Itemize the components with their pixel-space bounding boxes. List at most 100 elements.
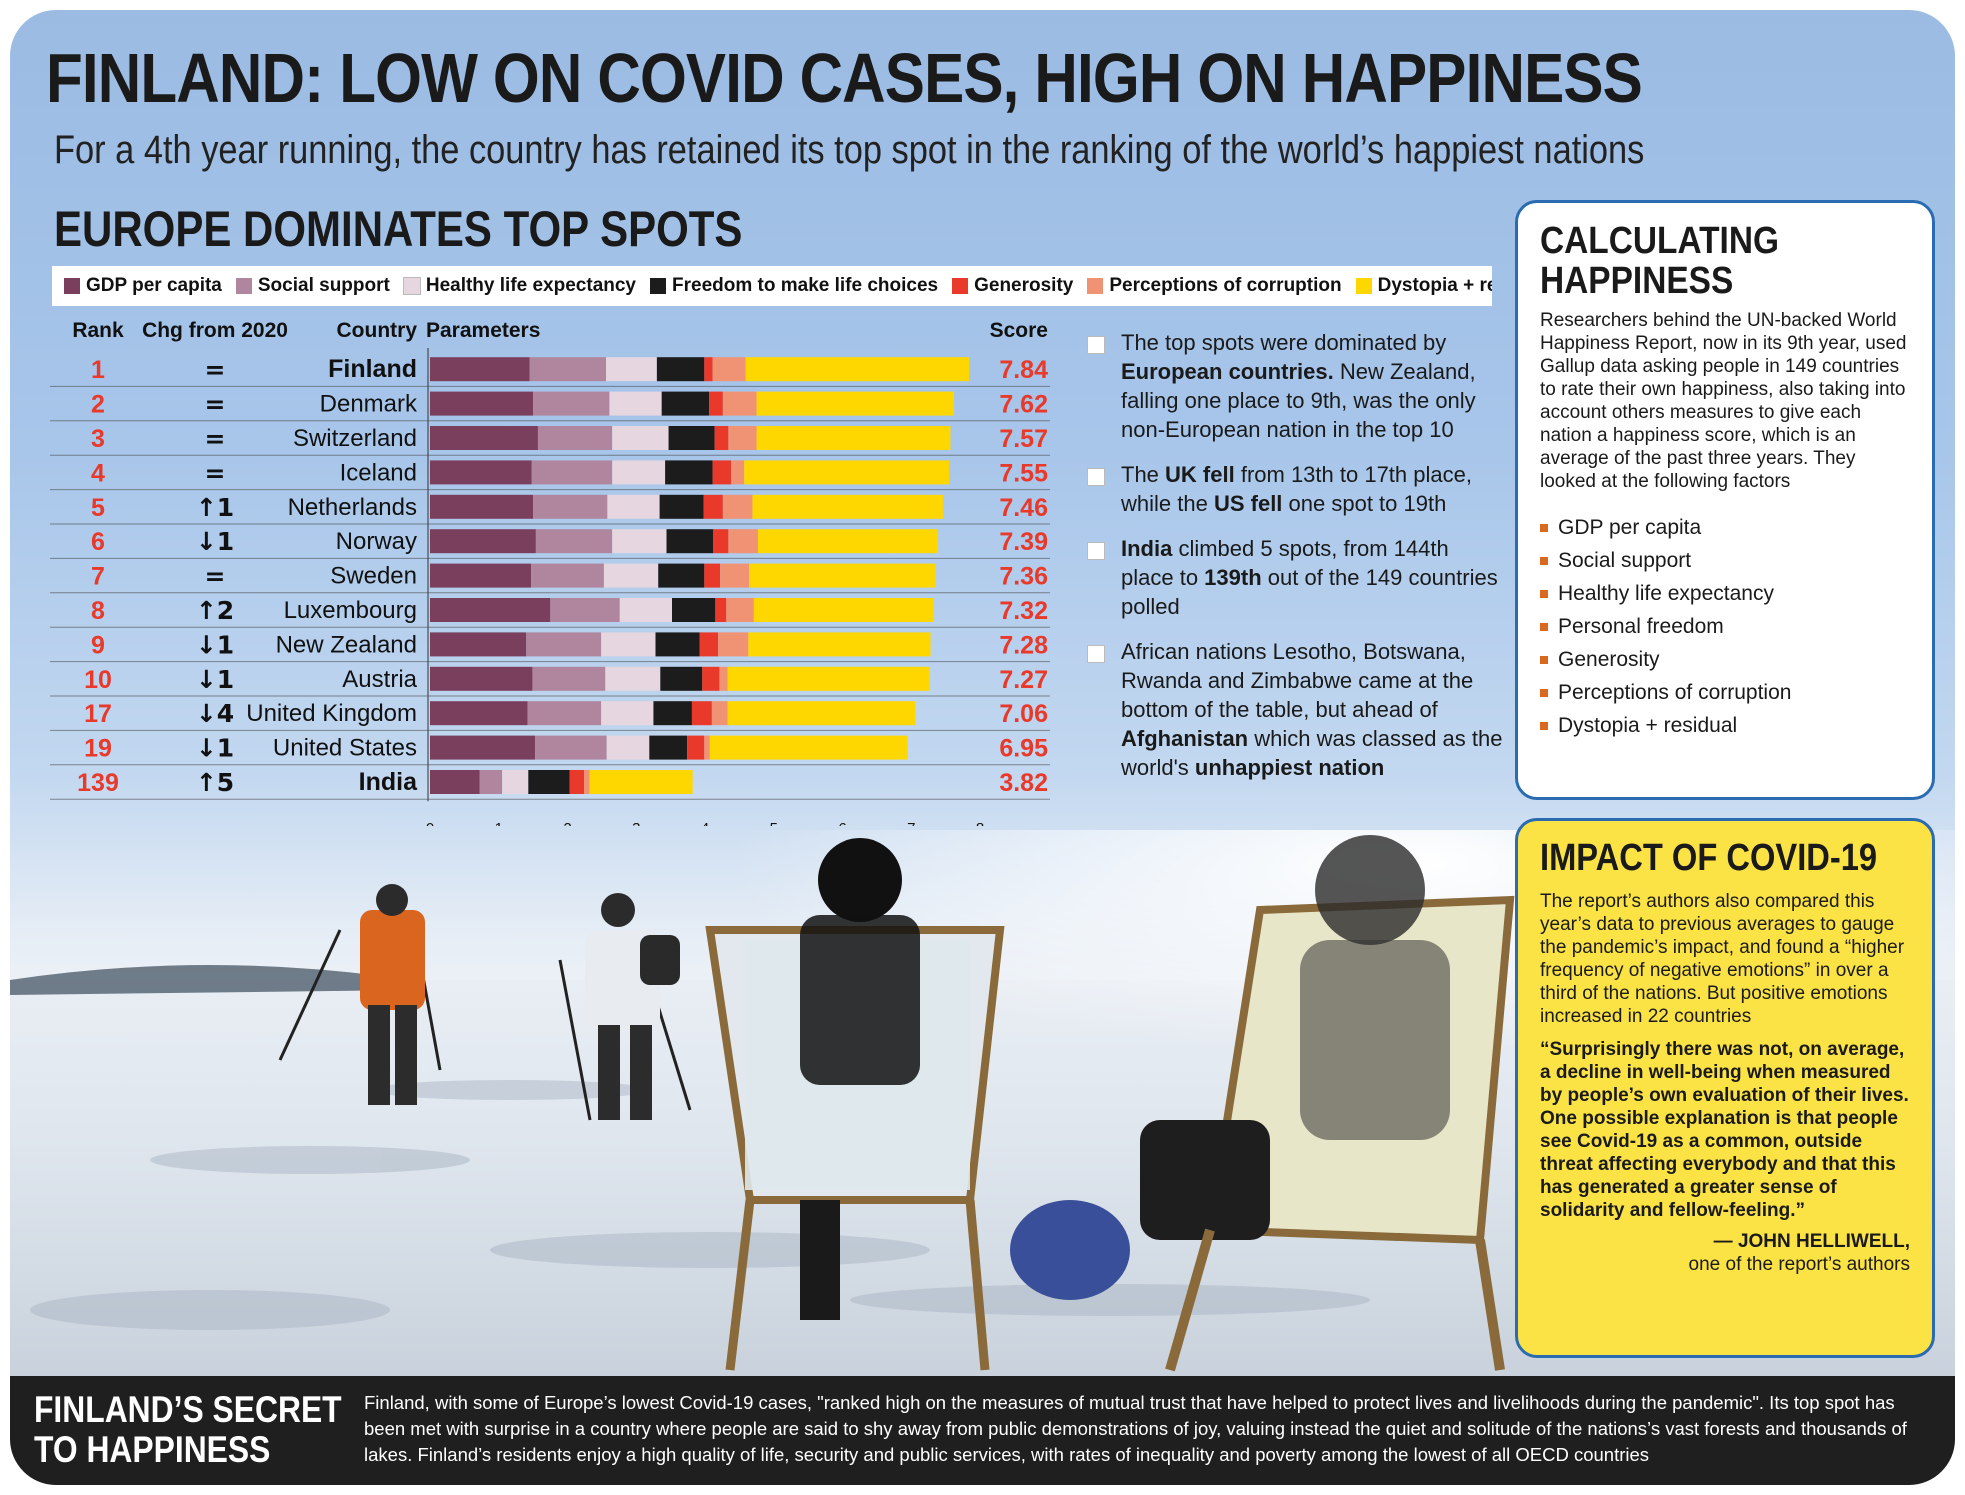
country-label: Switzerland bbox=[293, 425, 417, 452]
change-label: = bbox=[205, 390, 226, 419]
header-rank: Rank bbox=[72, 319, 124, 342]
bar-segment-dystopia bbox=[756, 426, 951, 450]
bar-segment-health bbox=[606, 357, 657, 382]
footer-title: FINLAND’S SECRET TO HAPPINESS bbox=[34, 1389, 342, 1470]
bar-segment-freedom bbox=[649, 735, 688, 760]
bar-segment-social bbox=[527, 701, 602, 726]
factor-item: Personal freedom bbox=[1540, 610, 1910, 643]
calculating-body: Researchers behind the UN-backed World H… bbox=[1540, 310, 1907, 492]
rank-label: 5 bbox=[91, 494, 105, 522]
bar-segment-freedom bbox=[655, 632, 700, 657]
bar-segment-corruption bbox=[712, 357, 746, 382]
bar-segment-dystopia bbox=[753, 598, 934, 622]
legend-label: Perceptions of corruption bbox=[1109, 275, 1342, 296]
score-label: 7.39 bbox=[999, 528, 1048, 556]
bar-segment-dystopia bbox=[727, 666, 930, 691]
x-tick-label: 5 bbox=[770, 820, 778, 826]
footer-text: Finland, with some of Europe’s lowest Co… bbox=[364, 1392, 1907, 1465]
change-label: ↓1 bbox=[196, 527, 234, 556]
attribution-role: one of the report’s authors bbox=[1688, 1254, 1910, 1275]
bar-segment-freedom bbox=[528, 770, 570, 794]
bar-segment-social bbox=[533, 391, 610, 416]
bullet-square-icon bbox=[1540, 623, 1548, 632]
bar-segment-corruption bbox=[720, 563, 749, 588]
header-country: Country bbox=[337, 319, 418, 342]
bar-segment-freedom bbox=[666, 529, 714, 554]
factor-label: Personal freedom bbox=[1558, 615, 1724, 638]
legend-swatch bbox=[952, 278, 969, 294]
legend-swatch bbox=[64, 278, 80, 294]
bar-segment-social bbox=[479, 770, 503, 794]
bar-segment-health bbox=[609, 391, 662, 416]
bar-segment-dystopia bbox=[756, 391, 954, 416]
bar-segment-health bbox=[612, 529, 667, 554]
change-label: ↑1 bbox=[196, 493, 234, 522]
bar-segment-generosity bbox=[712, 460, 732, 485]
rank-label: 4 bbox=[91, 459, 105, 487]
bar-segment-gdp bbox=[430, 529, 536, 554]
factor-item: Dystopia + residual bbox=[1540, 709, 1910, 742]
change-label: = bbox=[205, 458, 226, 487]
key-point: The top spots were dominated by European… bbox=[1085, 328, 1505, 444]
bullet-square-icon bbox=[1540, 557, 1548, 566]
factor-item: GDP per capita bbox=[1540, 511, 1910, 544]
bullet-box-icon bbox=[1087, 645, 1105, 663]
legend-swatch bbox=[402, 277, 421, 295]
key-point-text: US fell bbox=[1213, 491, 1283, 516]
legend-item-gdp: GDP per capita bbox=[64, 275, 222, 297]
bar-segment-dystopia bbox=[752, 494, 943, 519]
factor-item: Perceptions of corruption bbox=[1540, 676, 1910, 709]
bar-segment-health bbox=[612, 426, 669, 450]
key-point-text: from 13th to 17th place, while the bbox=[1121, 462, 1472, 516]
bar-segment-freedom bbox=[660, 666, 703, 691]
legend-swatch bbox=[650, 278, 666, 294]
score-label: 7.06 bbox=[999, 700, 1048, 728]
bar-segment-social bbox=[531, 460, 613, 485]
covid-quote: “Surprisingly there was not, on average,… bbox=[1540, 1039, 1909, 1221]
score-label: 7.36 bbox=[999, 563, 1048, 591]
bar-segment-dystopia bbox=[745, 357, 969, 382]
rank-label: 139 bbox=[77, 769, 119, 797]
bar-segment-social bbox=[550, 598, 620, 622]
bar-segment-generosity bbox=[699, 632, 719, 657]
factor-label: GDP per capita bbox=[1558, 516, 1702, 539]
rank-label: 6 bbox=[91, 528, 105, 556]
bar-segment-corruption bbox=[726, 598, 754, 622]
bar-segment-corruption bbox=[728, 529, 758, 554]
key-point-text: African nations Lesotho, Botswana, Rwand… bbox=[1121, 639, 1474, 722]
country-label: United Kingdom bbox=[246, 700, 417, 727]
change-label: = bbox=[205, 562, 226, 591]
key-point-text: New Zealand, falling one place to 9th, w… bbox=[1121, 359, 1476, 442]
score-label: 7.84 bbox=[999, 356, 1048, 384]
attribution-name: — JOHN HELLIWELL, bbox=[1713, 1231, 1910, 1252]
legend-label: GDP per capita bbox=[86, 275, 222, 296]
rank-label: 9 bbox=[91, 631, 105, 659]
bar-segment-generosity bbox=[691, 701, 712, 726]
bar-segment-gdp bbox=[430, 666, 533, 691]
bar-segment-health bbox=[612, 460, 666, 485]
bar-segment-gdp bbox=[430, 735, 536, 760]
country-label: Iceland bbox=[340, 459, 417, 486]
legend-item-corruption: Perceptions of corruption bbox=[1087, 275, 1342, 297]
legend-item-social: Social support bbox=[235, 275, 390, 297]
change-label: ↓1 bbox=[196, 665, 234, 694]
x-tick-label: 7 bbox=[907, 820, 915, 826]
skier-white bbox=[558, 893, 692, 1121]
bar-segment-dystopia bbox=[744, 460, 950, 485]
bullet-square-icon bbox=[1540, 590, 1548, 599]
subtitle: For a 4th year running, the country has … bbox=[54, 128, 1645, 172]
legend-label: Freedom to make life choices bbox=[672, 275, 939, 296]
x-tick-label: 6 bbox=[838, 820, 846, 826]
country-label: Austria bbox=[342, 666, 417, 693]
factor-item: Generosity bbox=[1540, 643, 1910, 676]
rank-label: 8 bbox=[91, 597, 105, 625]
bar-segment-social bbox=[533, 494, 608, 519]
footer-bar: FINLAND’S SECRET TO HAPPINESS Finland, w… bbox=[10, 1376, 1955, 1485]
legend-item-freedom: Freedom to make life choices bbox=[650, 275, 938, 297]
bullet-square-icon bbox=[1540, 689, 1548, 698]
score-label: 7.57 bbox=[999, 425, 1048, 453]
bar-segment-dystopia bbox=[589, 770, 693, 794]
key-point-text: UK fell bbox=[1165, 462, 1235, 487]
bar-segment-freedom bbox=[656, 357, 705, 382]
legend-item-dystopia: Dystopia + residual bbox=[1355, 275, 1492, 297]
